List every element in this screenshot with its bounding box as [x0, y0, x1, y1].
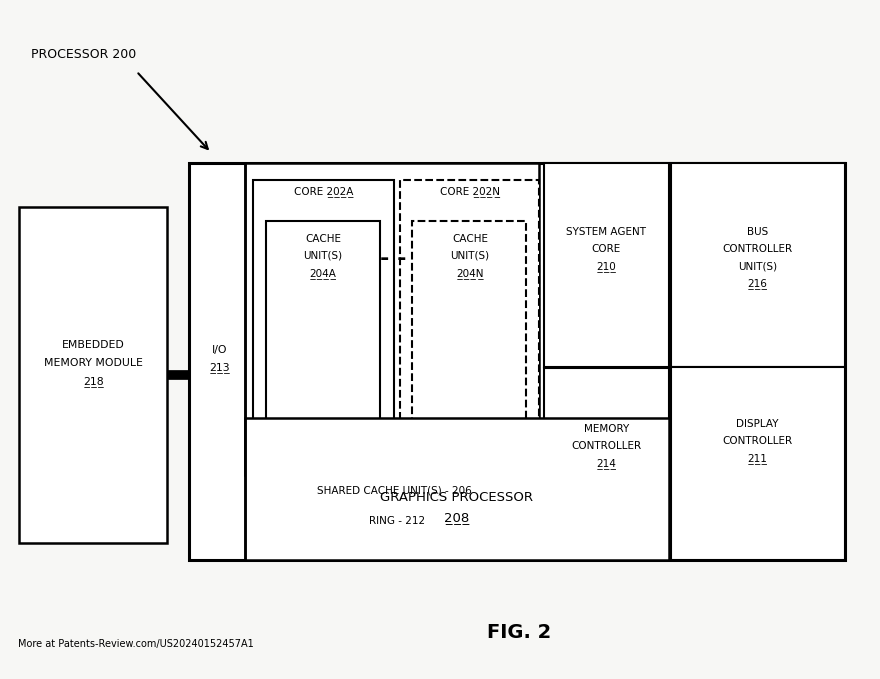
Bar	[412, 221, 526, 448]
Text: GRAPHICS PROCESSOR: GRAPHICS PROCESSOR	[380, 490, 533, 504]
Text: CONTROLLER: CONTROLLER	[722, 437, 793, 446]
Bar	[671, 367, 845, 560]
Bar	[266, 221, 380, 448]
Bar	[671, 163, 845, 367]
Text: BUS: BUS	[747, 227, 768, 237]
Text: DISPLAY: DISPLAY	[737, 420, 779, 429]
Text: SYSTEM AGENT: SYSTEM AGENT	[567, 227, 646, 237]
Text: SHARED CACHE UNIT(S) - 206: SHARED CACHE UNIT(S) - 206	[317, 485, 472, 495]
Text: 2̲1̲8̲: 2̲1̲8̲	[83, 376, 104, 387]
Bar	[245, 163, 539, 475]
Bar	[189, 163, 845, 560]
Text: CONTROLLER: CONTROLLER	[571, 441, 642, 451]
Text: More at Patents-Review.com/US20240152457A1: More at Patents-Review.com/US20240152457…	[18, 639, 253, 648]
Text: 2̲1̲4̲: 2̲1̲4̲	[597, 458, 616, 469]
Text: 2̲1̲6̲: 2̲1̲6̲	[748, 278, 767, 289]
Bar	[19, 207, 167, 543]
Text: CORE 2̲0̲2̲N̲: CORE 2̲0̲2̲N̲	[440, 186, 500, 197]
Text: UNIT(S): UNIT(S)	[738, 261, 777, 271]
Text: PROCESSOR 200: PROCESSOR 200	[31, 48, 136, 61]
Text: 2̲1̲1̲: 2̲1̲1̲	[748, 453, 767, 464]
Text: UNIT(S): UNIT(S)	[304, 251, 342, 261]
Text: FIG. 2: FIG. 2	[487, 623, 552, 642]
Text: 2̲1̲3̲: 2̲1̲3̲	[209, 363, 231, 373]
Text: CACHE: CACHE	[305, 234, 341, 244]
Text: CONTROLLER: CONTROLLER	[722, 244, 793, 254]
Text: 2̲1̲0̲: 2̲1̲0̲	[597, 261, 616, 272]
Bar	[257, 507, 537, 536]
Bar	[400, 180, 539, 465]
Text: RING - 212: RING - 212	[369, 516, 425, 526]
Bar	[253, 180, 394, 465]
Text: CACHE: CACHE	[452, 234, 488, 244]
Text: EMBEDDED: EMBEDDED	[62, 340, 125, 350]
Text: CORE 2̲0̲2̲A̲: CORE 2̲0̲2̲A̲	[294, 186, 354, 197]
Text: I/O: I/O	[212, 345, 228, 354]
Bar	[544, 163, 669, 367]
Bar	[544, 368, 669, 536]
Text: 2̲0̲4̲N̲: 2̲0̲4̲N̲	[456, 268, 484, 279]
Text: MEMORY MODULE: MEMORY MODULE	[44, 359, 143, 368]
Text: - -: - -	[380, 249, 407, 270]
Text: CORE: CORE	[591, 244, 621, 254]
Text: 2̲0̲4̲A̲: 2̲0̲4̲A̲	[310, 268, 336, 279]
Text: UNIT(S): UNIT(S)	[451, 251, 489, 261]
Bar	[245, 418, 669, 560]
Bar	[249, 476, 539, 506]
Text: MEMORY: MEMORY	[583, 424, 629, 434]
Text: 2̲0̲8̲: 2̲0̲8̲	[444, 511, 469, 524]
